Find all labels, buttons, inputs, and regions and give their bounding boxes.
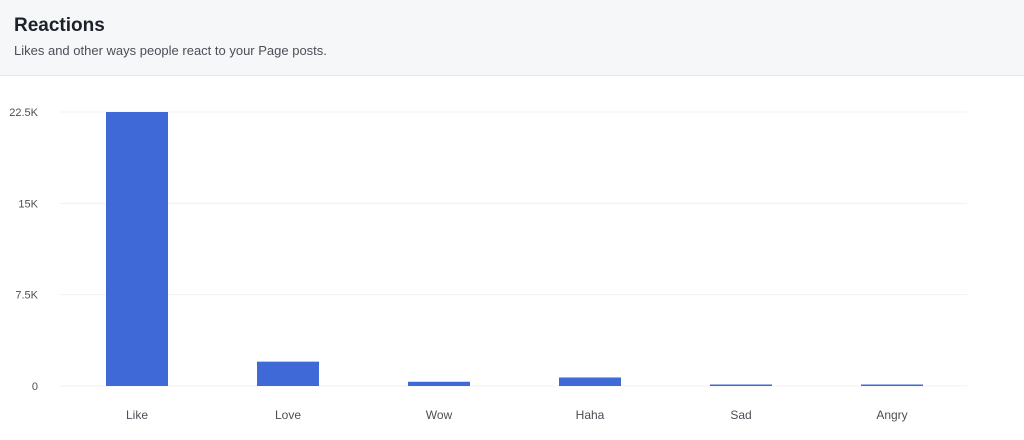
x-category-label: Sad <box>730 408 751 422</box>
x-category-label: Wow <box>426 408 453 422</box>
bar-sad <box>710 384 772 386</box>
card-subtitle: Likes and other ways people react to you… <box>14 43 327 58</box>
bar-like <box>106 112 168 386</box>
y-tick-label: 22.5K <box>9 107 38 119</box>
x-category-label: Like <box>126 408 148 422</box>
y-tick-label: 7.5K <box>15 290 38 302</box>
bar-love <box>257 361 319 386</box>
card-title: Reactions <box>14 15 105 36</box>
card-header: Reactions Likes and other ways people re… <box>0 0 1024 76</box>
y-tick-label: 15K <box>18 198 38 210</box>
x-category-label: Love <box>275 408 301 422</box>
bar-angry <box>861 384 923 386</box>
x-category-label: Angry <box>876 408 907 422</box>
x-category-label: Haha <box>576 408 605 422</box>
y-tick-label: 0 <box>32 381 38 393</box>
bar-haha <box>559 377 621 386</box>
bar-wow <box>408 381 470 386</box>
